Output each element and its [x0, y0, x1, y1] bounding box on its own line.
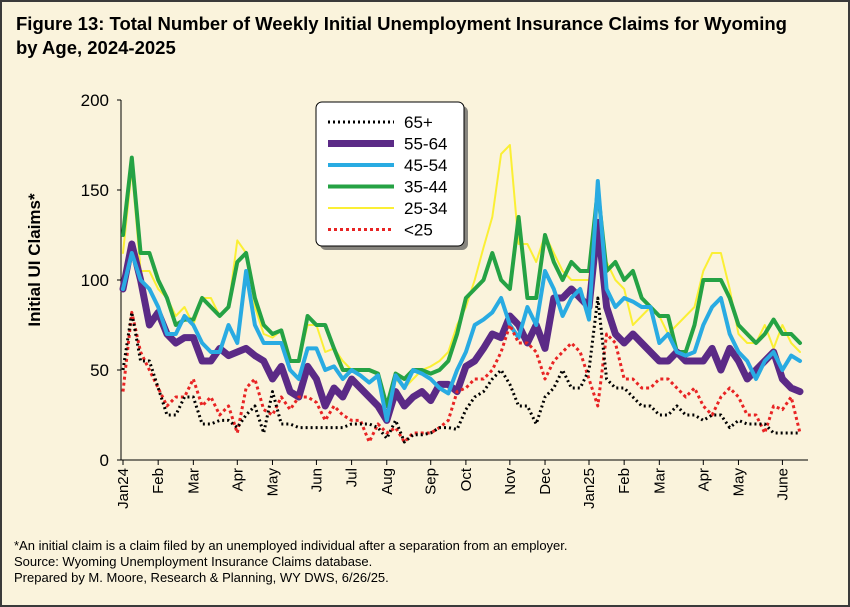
- x-axis-ticks: Jan24 Feb Mar Apr May Jun Jul Aug Sep Oct Nov Dec Ja…: [115, 460, 791, 509]
- x-tick-label: Oct: [458, 467, 475, 491]
- figure-title-line-2: by Age, 2024-2025: [16, 37, 176, 58]
- x-tick-label: Dec: [537, 468, 554, 495]
- source-note: Source: Wyoming Unemployment Insurance C…: [14, 554, 373, 569]
- series-line: [121, 296, 800, 444]
- y-tick-label: 100: [81, 271, 109, 290]
- series-line: [121, 310, 802, 444]
- x-tick-label: Aug: [379, 468, 396, 495]
- series-line: [121, 155, 802, 408]
- x-tick-label: Mar: [651, 468, 668, 494]
- legend-label: 65+: [404, 113, 433, 132]
- x-tick-label: Jun: [308, 468, 325, 492]
- legend-label: 35-44: [404, 178, 447, 197]
- y-axis-label: Initial UI Claims*: [25, 193, 44, 327]
- legend-box: [315, 101, 465, 247]
- y-axis-ticks: 0 50 100 150 200: [81, 91, 121, 470]
- figure-title: Figure 13: Total Number of Weekly Initia…: [16, 12, 836, 60]
- x-tick-label: Jan25: [581, 468, 598, 509]
- x-tick-label: June: [774, 468, 791, 501]
- x-tick-label: Apr: [229, 468, 246, 491]
- series-line: [121, 179, 802, 423]
- x-tick-label: Nov: [502, 468, 519, 495]
- legend: 65+ 55-64 45-54 35-44 25-34 <25: [315, 101, 468, 250]
- x-tick-label: Mar: [185, 468, 202, 494]
- x-tick-label: May: [264, 468, 281, 497]
- series-line: [119, 218, 804, 424]
- x-tick-label: Jul: [344, 468, 361, 487]
- y-tick-label: 200: [81, 91, 109, 110]
- legend-label: <25: [404, 221, 433, 240]
- figure-title-line-1: Figure 13: Total Number of Weekly Initia…: [16, 13, 787, 34]
- series-lines: [119, 144, 804, 444]
- y-tick-label: 50: [90, 361, 109, 380]
- x-tick-label: Jan24: [115, 468, 132, 509]
- x-tick-label: May: [730, 468, 747, 497]
- x-tick-label: Sep: [423, 468, 440, 495]
- legend-label: 45-54: [404, 156, 447, 175]
- y-tick-label: 150: [81, 181, 109, 200]
- y-tick-label: 0: [100, 451, 109, 470]
- credit-note: Prepared by M. Moore, Research & Plannin…: [14, 570, 389, 585]
- x-tick-label: Feb: [616, 468, 633, 494]
- legend-label: 25-34: [404, 199, 447, 218]
- x-tick-label: Feb: [150, 468, 167, 494]
- x-tick-label: Apr: [695, 468, 712, 491]
- legend-label: 55-64: [404, 135, 447, 154]
- figure-notes: *An initial claim is a claim filed by an…: [14, 538, 834, 586]
- footnote: *An initial claim is a claim filed by an…: [14, 538, 568, 553]
